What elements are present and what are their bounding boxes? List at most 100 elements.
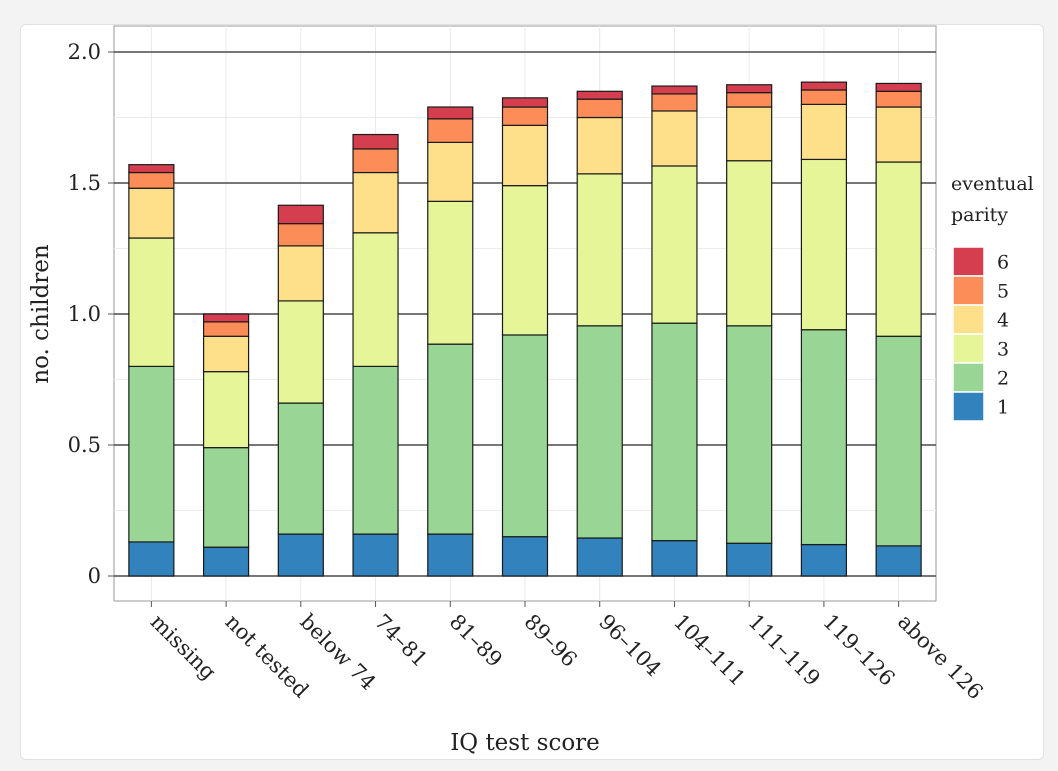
- bar-segment-parity-2: [277, 402, 324, 535]
- bar-segment-parity-4: [202, 335, 250, 373]
- bar-segment-parity-4: [128, 187, 175, 239]
- bar-segment-parity-6: [576, 90, 623, 100]
- bar-segment-parity-4: [651, 110, 698, 167]
- legend-key-6: [952, 246, 985, 277]
- bar-segment-parity-5: [875, 90, 922, 108]
- y-tick-label: 1.0: [68, 302, 101, 326]
- bar-segment-parity-3: [651, 165, 698, 324]
- legend-key-5: [952, 275, 985, 306]
- bar-segment-parity-3: [352, 232, 399, 367]
- bar-segment-parity-2: [128, 365, 175, 543]
- bar-segment-parity-5: [501, 106, 549, 126]
- bar-segment-parity-6: [352, 133, 399, 150]
- bar-segment-parity-5: [202, 321, 250, 337]
- legend-label-1: 1: [997, 397, 1009, 419]
- bar-segment-parity-5: [128, 171, 175, 189]
- bar-segment-parity-3: [576, 173, 623, 327]
- bar-segment-parity-5: [726, 92, 773, 108]
- y-tick-label: 0: [88, 564, 101, 588]
- bar-segment-parity-6: [277, 204, 324, 225]
- x-tick-label: 74–81: [370, 610, 432, 672]
- bar-segment-parity-5: [427, 118, 474, 143]
- x-tick-label: 81–89: [445, 610, 507, 672]
- bar-segment-parity-5: [576, 98, 623, 119]
- bar-segment-parity-2: [352, 365, 399, 535]
- bar-segment-parity-1: [875, 545, 922, 577]
- bar-segment-parity-5: [277, 223, 324, 247]
- legend-key-4: [952, 304, 985, 335]
- bar-segment-parity-3: [800, 158, 848, 331]
- bar-segment-parity-4: [277, 245, 324, 302]
- bar-segment-parity-1: [576, 537, 623, 577]
- bar-segment-parity-6: [128, 164, 175, 174]
- bar-segment-parity-1: [800, 543, 848, 577]
- x-tick-label: missing: [146, 610, 221, 685]
- legend-label-6: 6: [997, 252, 1009, 274]
- x-tick-label: 119–126: [818, 610, 899, 691]
- x-tick-label: 104–111: [669, 610, 750, 691]
- bar-segment-parity-3: [427, 200, 474, 345]
- bar-segment-parity-4: [576, 116, 623, 175]
- bar-segment-parity-6: [427, 106, 474, 120]
- bar-segment-parity-5: [800, 89, 848, 105]
- bar-segment-parity-2: [576, 325, 623, 539]
- bar-segment-parity-1: [128, 541, 175, 577]
- bar-segment-parity-4: [800, 103, 848, 161]
- x-tick-label: above 126: [893, 610, 988, 705]
- bar-segment-parity-2: [875, 335, 922, 547]
- bar-segment-parity-5: [352, 148, 399, 174]
- bar-segment-parity-3: [875, 161, 922, 337]
- legend: eventual parity 6 5 4 3 2 1: [951, 173, 1034, 422]
- bar-segment-parity-6: [202, 313, 250, 323]
- x-tick-label: 96–104: [594, 610, 666, 682]
- bar-segment-parity-3: [128, 237, 175, 368]
- bar-segment-parity-4: [352, 171, 399, 234]
- bar-segment-parity-3: [501, 185, 549, 336]
- legend-key-3: [952, 333, 985, 364]
- bar-segment-parity-6: [501, 97, 549, 108]
- legend-title-line1: eventual: [951, 173, 1034, 195]
- bar-segment-parity-6: [651, 85, 698, 95]
- bar-segment-parity-4: [875, 106, 922, 163]
- legend-label-4: 4: [997, 310, 1009, 332]
- x-axis-title: IQ test score: [450, 730, 600, 756]
- x-tick-label: 89–96: [519, 610, 581, 672]
- bar-segment-parity-4: [501, 124, 549, 187]
- bar-segment-parity-2: [501, 334, 549, 538]
- legend-key-1: [952, 391, 985, 422]
- legend-label-3: 3: [997, 339, 1009, 361]
- bar-segment-parity-1: [277, 533, 324, 577]
- bars: [128, 81, 922, 577]
- bar-segment-parity-6: [800, 81, 848, 91]
- bar-segment-parity-3: [726, 160, 773, 327]
- bar-segment-parity-2: [427, 343, 474, 535]
- legend-title-line2: parity: [951, 204, 1008, 226]
- bar-segment-parity-1: [501, 536, 549, 577]
- bar-segment-parity-5: [651, 93, 698, 112]
- bar-segment-parity-4: [726, 106, 773, 162]
- y-axis-title: no. children: [28, 244, 54, 384]
- bar-segment-parity-1: [352, 533, 399, 577]
- legend-label-5: 5: [997, 281, 1009, 303]
- bar-segment-parity-1: [651, 540, 698, 577]
- bar-segment-parity-2: [800, 329, 848, 546]
- bar-segment-parity-6: [875, 82, 922, 92]
- y-tick-label: 1.5: [68, 171, 101, 195]
- y-tick-labels: 0 0.5 1.0 1.5 2.0: [68, 40, 114, 588]
- bar-segment-parity-2: [651, 322, 698, 542]
- y-tick-label: 0.5: [68, 433, 101, 457]
- x-tick-label: 111–119: [744, 610, 825, 691]
- y-tick-label: 2.0: [68, 40, 101, 64]
- bar-segment-parity-1: [726, 542, 773, 577]
- bar-segment-parity-1: [202, 546, 250, 577]
- bar-segment-parity-3: [202, 371, 250, 449]
- bar-segment-parity-4: [427, 141, 474, 202]
- bar-segment-parity-3: [277, 300, 324, 404]
- bar-segment-parity-6: [726, 84, 773, 94]
- bar-segment-parity-1: [427, 533, 474, 577]
- bar-segment-parity-2: [726, 325, 773, 544]
- legend-key-2: [952, 362, 985, 393]
- bar-segment-parity-2: [202, 447, 250, 548]
